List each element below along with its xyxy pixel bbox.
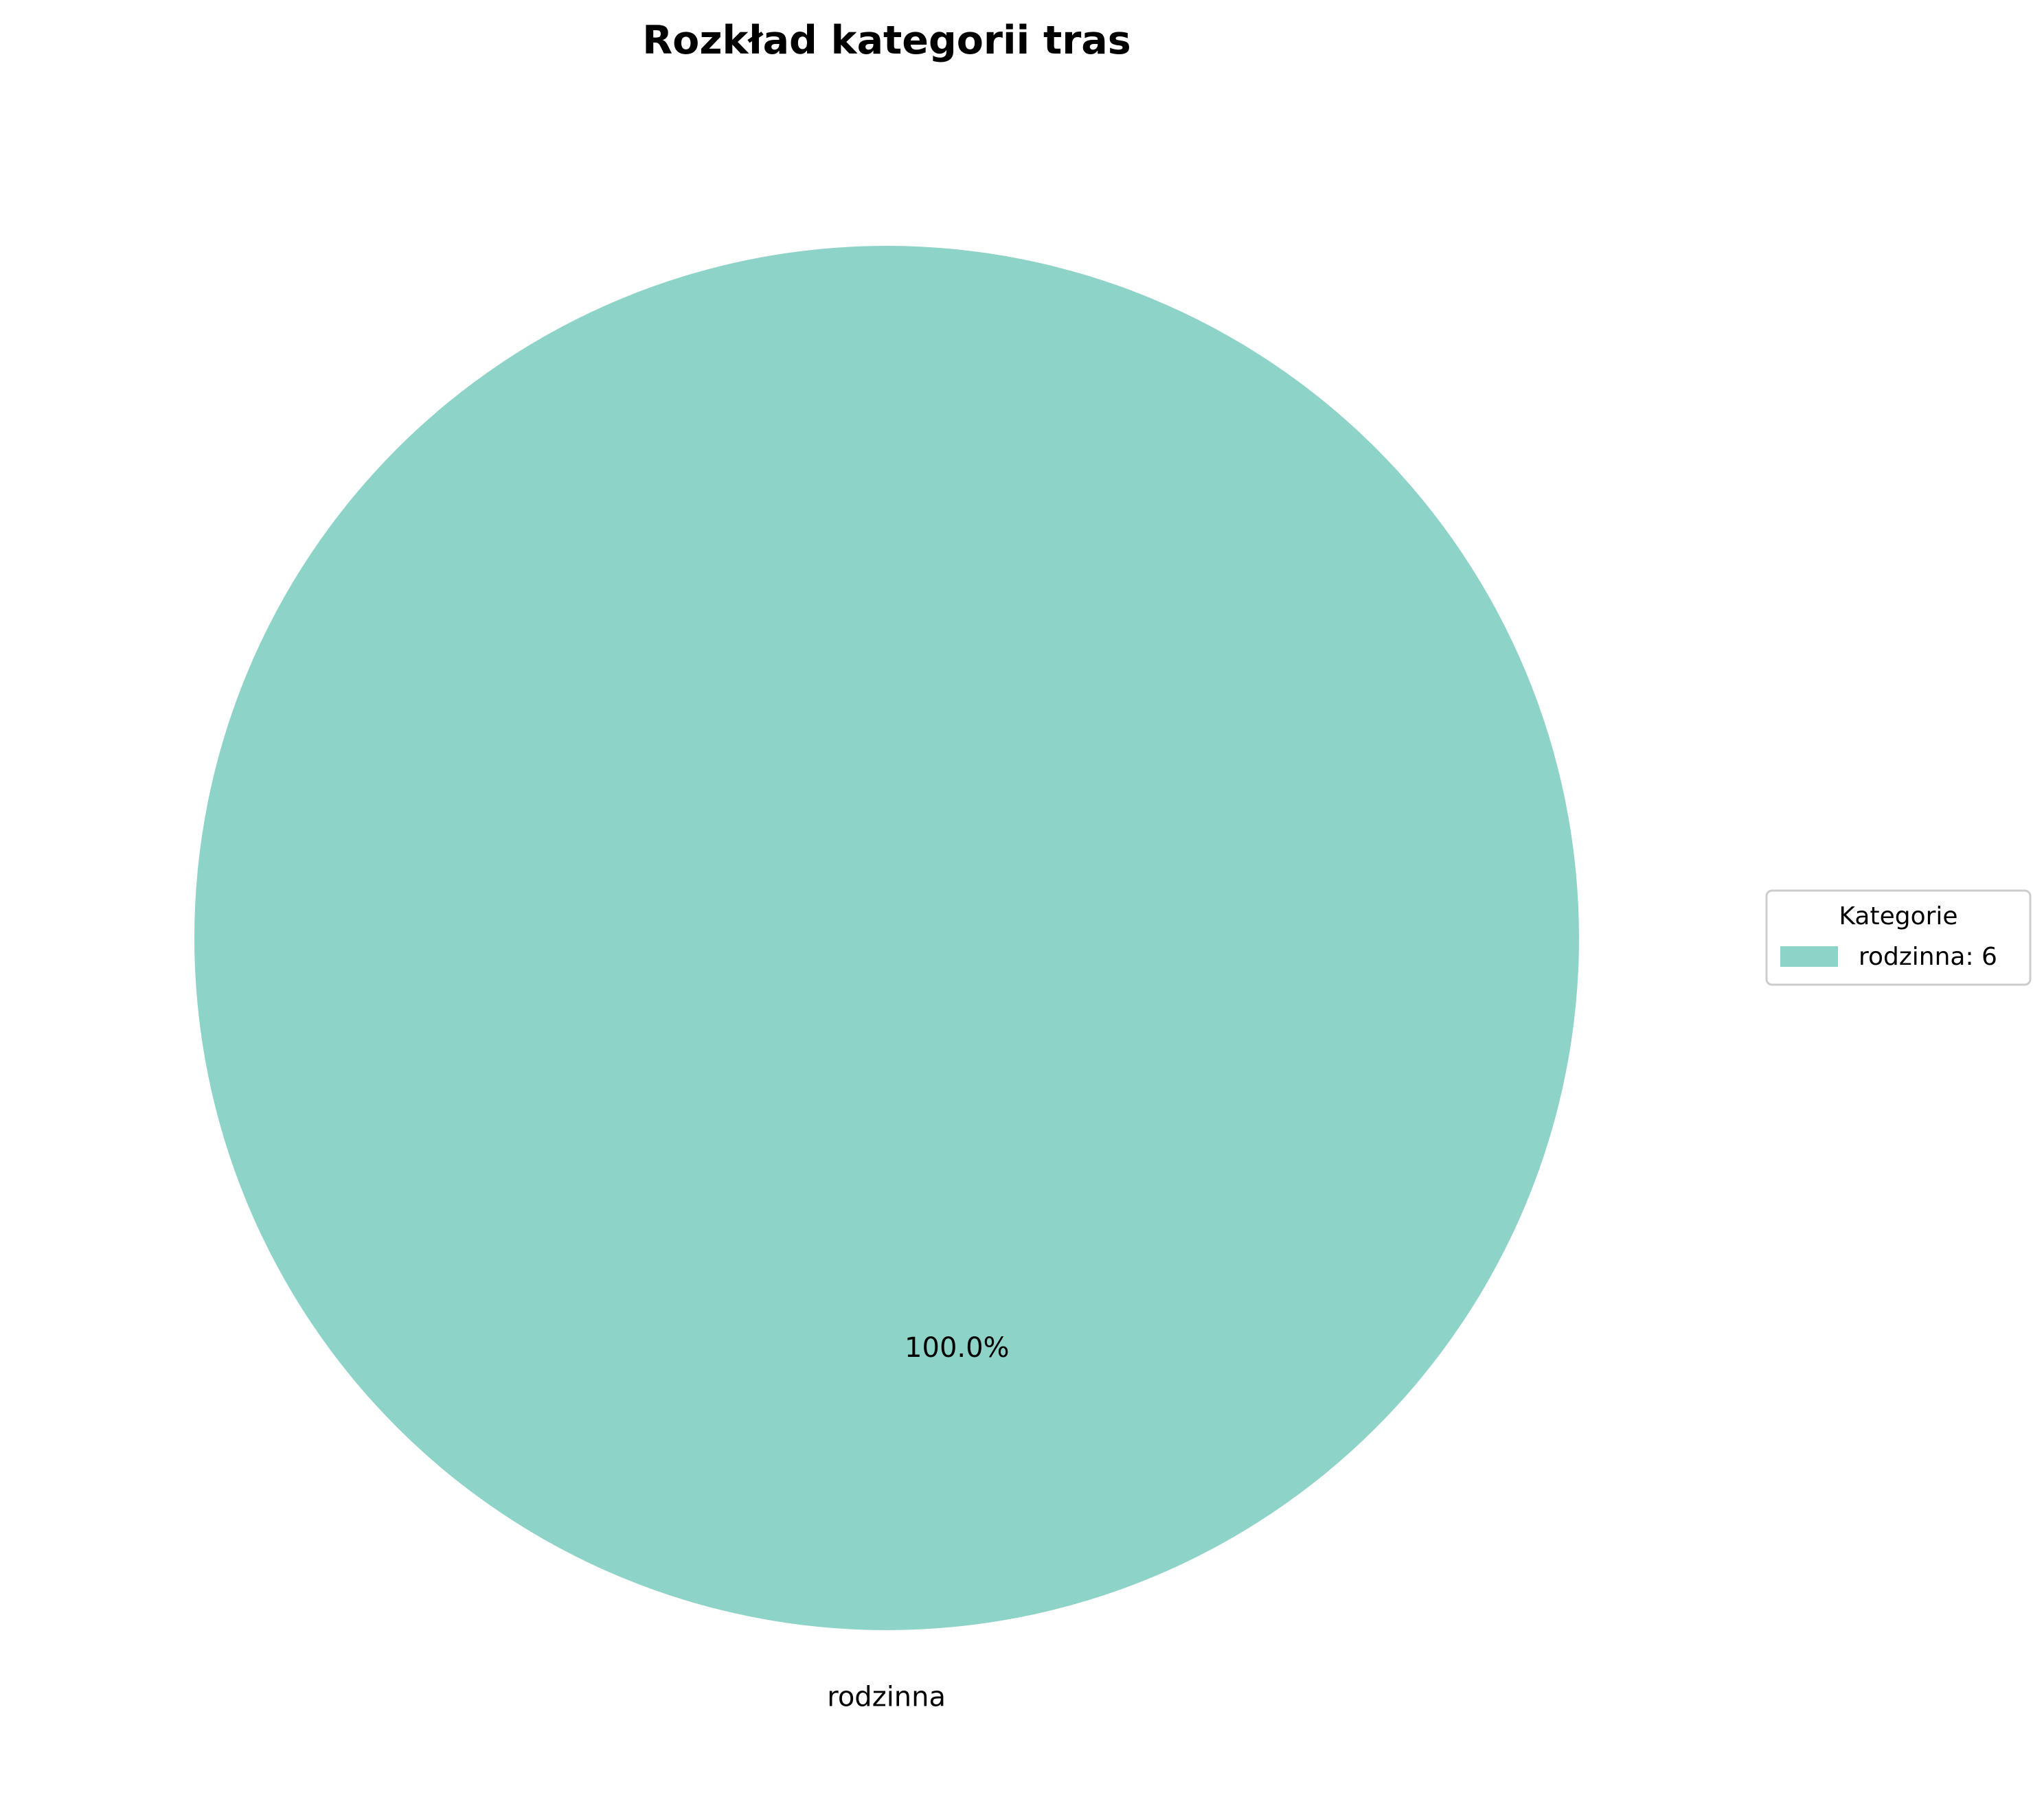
- pie-slices: [194, 246, 1579, 1630]
- legend-swatch: [1780, 946, 1838, 967]
- pie-slice-rodzinna: [194, 246, 1579, 1630]
- legend-label: rodzinna: 6: [1859, 943, 1997, 971]
- slice-labels: rodzinna: [827, 1681, 946, 1713]
- chart-title: Rozkład kategorii tras: [642, 18, 1131, 63]
- percent-label: 100.0%: [905, 1332, 1010, 1364]
- slice-label: rodzinna: [827, 1681, 946, 1713]
- legend: Kategorie rodzinna: 6: [1765, 889, 2032, 986]
- percent-labels: 100.0%: [905, 1332, 1010, 1364]
- legend-entries: rodzinna: 6: [1780, 943, 1997, 971]
- legend-title: Kategorie: [1839, 902, 1957, 930]
